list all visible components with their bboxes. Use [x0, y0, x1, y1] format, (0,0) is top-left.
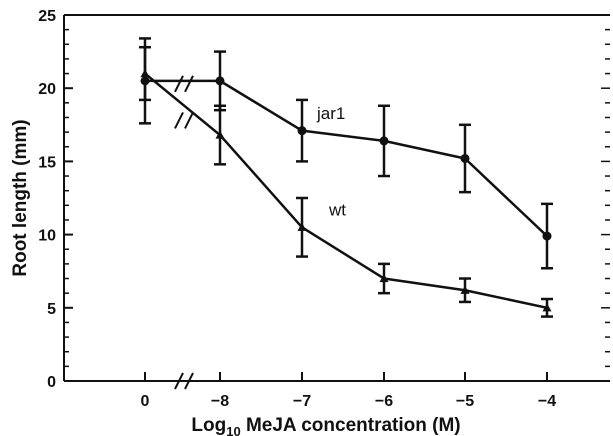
data-point — [461, 154, 470, 163]
x-axis-ticks: 0 −8 −7 −6 −5 −4 — [141, 372, 557, 410]
y-axis-label: Root length (mm) — [10, 119, 31, 276]
y-tick-label: 0 — [47, 374, 56, 391]
x-axis-label-rest: MeJA concentration (M) — [241, 415, 461, 436]
y-tick-label: 5 — [47, 301, 56, 318]
x-tick-label: 0 — [141, 393, 150, 410]
x-tick-label: −7 — [293, 393, 311, 410]
series-line — [145, 74, 547, 308]
series-jar1 — [139, 38, 553, 268]
data-point — [543, 232, 552, 241]
series-label-wt: wt — [328, 201, 346, 220]
break-mark-line-lower — [175, 112, 183, 128]
break-mark-line-upper — [175, 76, 183, 92]
data-point — [298, 126, 307, 135]
break-mark-line-upper — [185, 76, 193, 92]
series-layer — [139, 38, 553, 316]
x-axis-label-subscript: 10 — [226, 424, 240, 436]
y-tick-label: 20 — [38, 81, 56, 98]
x-axis-label-main: Log — [191, 415, 226, 436]
data-point — [141, 69, 150, 77]
y-tick-label: 25 — [38, 8, 56, 25]
x-tick-label: −4 — [538, 393, 556, 410]
x-tick-label: −5 — [456, 393, 474, 410]
data-point — [380, 136, 389, 145]
data-point — [216, 76, 225, 85]
x-tick-label: −8 — [211, 393, 229, 410]
y-tick-label: 15 — [38, 154, 56, 171]
series-labels: jar1 wt — [316, 104, 346, 220]
y-axis-ticks: 0 5 10 15 20 25 — [38, 8, 73, 391]
axis-break-marks — [175, 76, 193, 389]
series-label-jar1: jar1 — [316, 104, 345, 123]
right-axis-ticks — [601, 30, 610, 367]
break-mark-line-lower — [185, 112, 193, 128]
x-tick-label: −6 — [375, 393, 393, 410]
series-line — [145, 81, 547, 236]
x-axis-label: Log10 MeJA concentration (M) — [191, 415, 460, 436]
y-tick-label: 10 — [38, 228, 56, 245]
